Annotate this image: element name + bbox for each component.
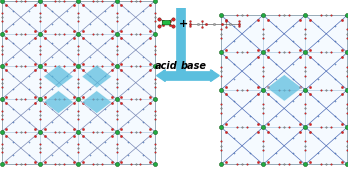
- Text: +: +: [179, 19, 188, 29]
- Text: acid: acid: [155, 61, 178, 71]
- Polygon shape: [44, 91, 73, 113]
- Text: base: base: [181, 61, 207, 71]
- Polygon shape: [82, 65, 111, 88]
- Polygon shape: [267, 75, 302, 101]
- Bar: [221, 15, 347, 164]
- Bar: [2, 1, 155, 164]
- FancyBboxPatch shape: [162, 20, 171, 25]
- Polygon shape: [44, 65, 73, 88]
- FancyArrow shape: [211, 70, 219, 81]
- FancyArrow shape: [157, 70, 165, 81]
- Polygon shape: [82, 91, 111, 113]
